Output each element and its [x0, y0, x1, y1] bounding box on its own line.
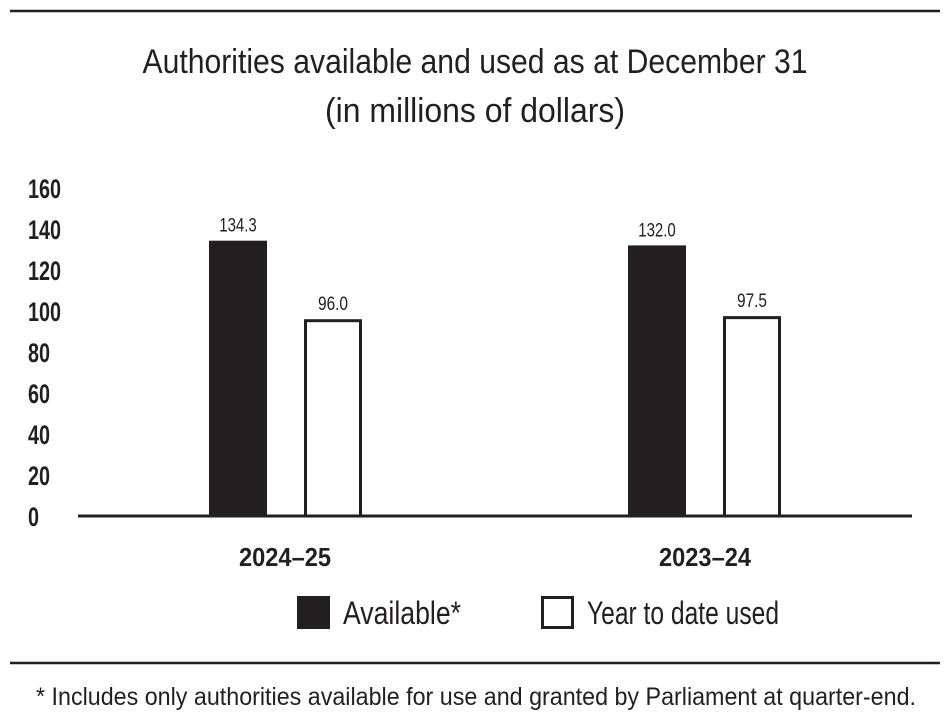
- y-tick-label: 100: [28, 297, 61, 327]
- chart-subtitle: (in millions of dollars): [325, 92, 625, 130]
- data-label: 134.3: [219, 216, 257, 237]
- bar-year-to-date-used: [723, 316, 781, 518]
- y-tick-label: 160: [28, 174, 61, 204]
- bar-available: [209, 240, 267, 516]
- footnote: * Includes only authorities available fo…: [36, 683, 916, 711]
- data-label: 132.0: [638, 220, 676, 241]
- x-category-label: 2024–25: [239, 542, 331, 572]
- bar-year-to-date-used: [304, 319, 362, 518]
- data-label: 96.0: [318, 294, 348, 315]
- data-label: 97.5: [737, 291, 767, 312]
- legend-label: Year to date used: [587, 595, 779, 631]
- y-tick-label: 0: [28, 502, 39, 532]
- bar-available: [628, 245, 686, 516]
- y-tick-label: 140: [28, 215, 61, 245]
- y-tick-label: 80: [28, 338, 50, 368]
- y-tick-label: 40: [28, 420, 50, 450]
- chart-title: Authorities available and used as at Dec…: [143, 43, 808, 81]
- x-category-label: 2023–24: [659, 542, 751, 572]
- y-tick-label: 60: [28, 379, 50, 409]
- legend-swatch-available: [297, 596, 330, 629]
- legend-label: Available*: [343, 595, 461, 631]
- legend-swatch-year-to-date-used: [541, 596, 574, 629]
- y-tick-label: 20: [28, 461, 50, 491]
- y-tick-label: 120: [28, 256, 61, 286]
